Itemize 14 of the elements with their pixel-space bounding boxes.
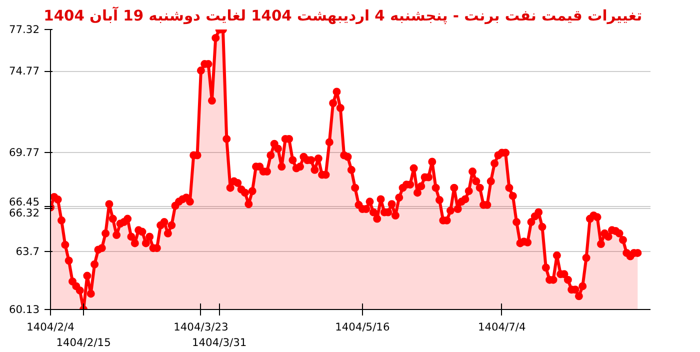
x-tick-label: 1404/3/23 xyxy=(174,320,228,334)
x-tick-label: 1404/2/4 xyxy=(26,320,75,334)
y-tick-label: 63.7 xyxy=(16,244,40,258)
x-tick-label: 1404/2/15 xyxy=(56,336,111,350)
x-tick-label: 1404/3/31 xyxy=(192,336,247,350)
x-tick-label: 1404/5/16 xyxy=(335,320,390,334)
y-tick-label: 77.32 xyxy=(8,23,40,36)
y-tick-label: 66.45 xyxy=(8,196,40,209)
x-tick-label: 1404/7/4 xyxy=(478,320,526,334)
y-tick-label: 69.77 xyxy=(8,146,40,159)
y-tick-label: 66.32 xyxy=(8,206,40,220)
chart-title: تغییرات قیمت نفت برنت - پنجشنبه 4 اردیبهشت 1404 لغایت دوشنبه 19 آبان 1404 xyxy=(44,6,642,24)
y-tick-label: 60.13 xyxy=(8,303,40,316)
y-tick-label: 74.77 xyxy=(8,64,40,78)
